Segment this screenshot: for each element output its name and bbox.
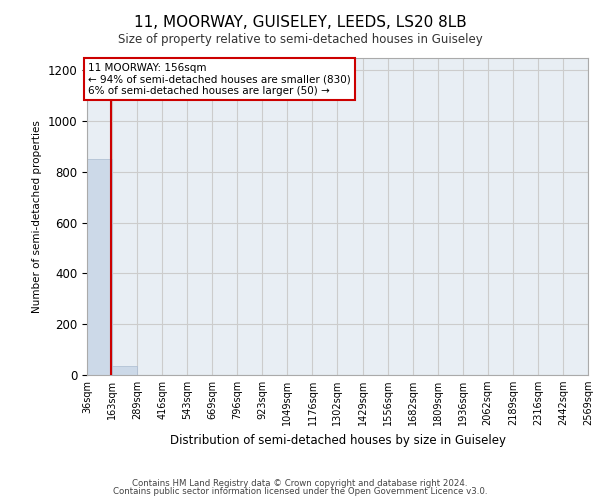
Text: 11, MOORWAY, GUISELEY, LEEDS, LS20 8LB: 11, MOORWAY, GUISELEY, LEEDS, LS20 8LB [134,15,466,30]
Bar [87,159,112,375]
Text: Size of property relative to semi-detached houses in Guiseley: Size of property relative to semi-detach… [118,32,482,46]
Text: 11 MOORWAY: 156sqm
← 94% of semi-detached houses are smaller (830)
6% of semi-de: 11 MOORWAY: 156sqm ← 94% of semi-detache… [88,62,351,96]
Text: Contains public sector information licensed under the Open Government Licence v3: Contains public sector information licen… [113,487,487,496]
Y-axis label: Number of semi-detached properties: Number of semi-detached properties [32,120,42,312]
Bar [112,366,137,375]
X-axis label: Distribution of semi-detached houses by size in Guiseley: Distribution of semi-detached houses by … [170,434,505,446]
Text: Contains HM Land Registry data © Crown copyright and database right 2024.: Contains HM Land Registry data © Crown c… [132,478,468,488]
